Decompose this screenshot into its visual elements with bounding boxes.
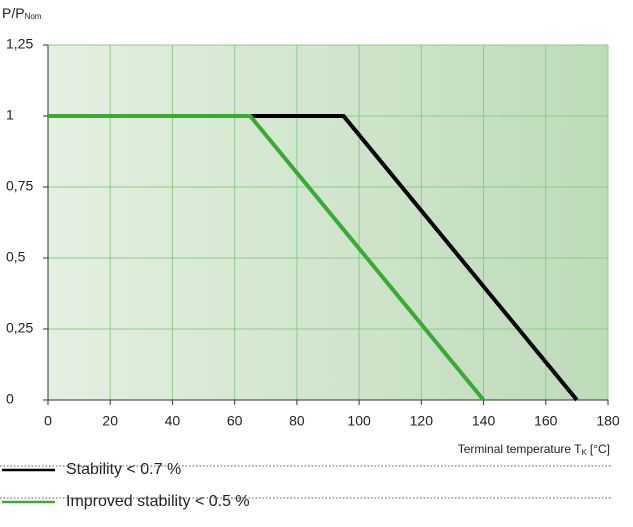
legend-label: Improved stability < 0.5 %: [66, 493, 250, 510]
x-axis-label: Terminal temperature TK [°C]: [458, 442, 610, 457]
x-tick-label: 180: [596, 413, 620, 429]
x-tick-label: 140: [472, 413, 496, 429]
data-line: [48, 114, 486, 402]
y-tick-label: 0,75: [6, 178, 33, 194]
x-tick-label: 100: [347, 413, 371, 429]
y-tick-label: 0: [6, 391, 14, 407]
y-tick-label: 1,25: [6, 36, 33, 52]
y-tick-label: 1: [6, 107, 14, 123]
x-tick-label: 80: [289, 413, 305, 429]
y-tick-label: 0,25: [6, 320, 33, 336]
x-tick-label: 0: [44, 413, 52, 429]
x-tick-label: 40: [165, 413, 181, 429]
plot-area: [48, 45, 608, 400]
x-tick-label: 20: [102, 413, 118, 429]
legend-label: Stability < 0.7 %: [66, 461, 181, 478]
y-axis-label: P/PNom: [2, 5, 42, 21]
x-tick-label: 60: [227, 413, 243, 429]
x-tick-label: 160: [534, 413, 558, 429]
x-tick-label: 120: [410, 413, 434, 429]
plot: 0 0,25 0,5 0,75 1 1,25 0 20 40 60 80 100 120 140 160 18…: [2, 36, 620, 510]
y-tick-label: 0,5: [6, 249, 26, 265]
